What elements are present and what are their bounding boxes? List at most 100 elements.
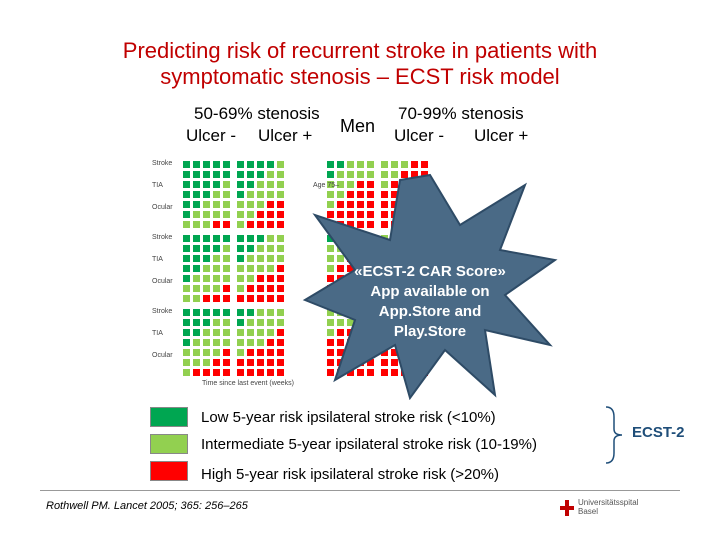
heatmap-cell <box>212 294 221 303</box>
heatmap-cell <box>276 308 285 317</box>
heatmap-cell <box>356 170 365 179</box>
heatmap-cell <box>222 264 231 273</box>
heatmap-cell <box>266 244 275 253</box>
heatmap-cell <box>256 368 265 377</box>
heatmap-cell <box>202 220 211 229</box>
header-stenosis-70-99: 70-99% stenosis <box>398 104 524 123</box>
heatmap-cell <box>182 244 191 253</box>
heatmap-cell <box>212 328 221 337</box>
heatmap-cell <box>266 368 275 377</box>
heatmap-cell <box>222 294 231 303</box>
heatmap-cell <box>236 358 245 367</box>
heatmap-cell <box>246 318 255 327</box>
heatmap-cell <box>212 264 221 273</box>
heatmap-cell <box>236 200 245 209</box>
heatmap-cell <box>192 348 201 357</box>
footer-divider <box>40 490 680 491</box>
heatmap-cell <box>182 160 191 169</box>
heatmap-cell <box>202 308 211 317</box>
heatmap-cell <box>192 308 201 317</box>
heatmap-cell <box>212 160 221 169</box>
heatmap-cell <box>336 170 345 179</box>
heatmap-cell <box>236 190 245 199</box>
heatmap-cell <box>266 170 275 179</box>
heatmap-cell <box>266 284 275 293</box>
heatmap-cell <box>366 210 375 219</box>
heatmap-cell <box>222 368 231 377</box>
heatmap-cell <box>326 348 335 357</box>
heatmap-cell <box>192 274 201 283</box>
heatmap-cell <box>380 180 389 189</box>
heatmap-cell <box>192 180 201 189</box>
header-stenosis-50-69: 50-69% stenosis <box>194 104 320 123</box>
heatmap-cell <box>182 368 191 377</box>
heatmap-cell <box>182 210 191 219</box>
heatmap-cell <box>256 284 265 293</box>
heatmap-cell <box>246 294 255 303</box>
heatmap-cell <box>212 170 221 179</box>
heatmap-cell <box>266 210 275 219</box>
heatmap-cell <box>202 328 211 337</box>
heatmap-cell <box>182 264 191 273</box>
heatmap-cell <box>236 180 245 189</box>
heatmap-cell <box>256 200 265 209</box>
heatmap-cell <box>182 274 191 283</box>
heatmap-cell <box>276 284 285 293</box>
heatmap-cell <box>276 180 285 189</box>
heatmap-cell <box>236 318 245 327</box>
heatmap-cell <box>346 180 355 189</box>
header-ulcer-pos-2: Ulcer + <box>474 126 529 145</box>
heatmap-cell <box>266 254 275 263</box>
heatmap-cell <box>212 244 221 253</box>
header-ulcer-neg-2: Ulcer - <box>394 126 445 145</box>
heatmap-cell <box>182 200 191 209</box>
ecst-2-label: ECST-2 <box>632 424 685 441</box>
heatmap-cell <box>266 190 275 199</box>
logo-line-2: Basel <box>578 507 599 516</box>
heatmap-cell <box>356 160 365 169</box>
heatmap-cell <box>256 358 265 367</box>
heatmap-cell <box>202 264 211 273</box>
heatmap-cell <box>336 210 345 219</box>
heatmap-cell <box>326 264 335 273</box>
heatmap-cell <box>266 234 275 243</box>
heatmap-cell <box>202 338 211 347</box>
heatmap-cell <box>326 200 335 209</box>
heatmap-cell <box>192 220 201 229</box>
heatmap-cell <box>256 264 265 273</box>
heatmap-cell <box>276 234 285 243</box>
heatmap-cell <box>266 358 275 367</box>
heatmap-cell <box>246 264 255 273</box>
heatmap-cell <box>266 338 275 347</box>
heatmap-cell <box>336 254 345 263</box>
heatmap-cell <box>336 190 345 199</box>
legend-swatch-intermediate <box>150 434 188 454</box>
heatmap-cell <box>276 274 285 283</box>
heatmap-cell <box>380 200 389 209</box>
heatmap-cell <box>222 210 231 219</box>
heatmap-cell <box>192 264 201 273</box>
heatmap-cell <box>182 318 191 327</box>
heatmap-cell <box>356 368 365 377</box>
heatmap-cell <box>246 210 255 219</box>
heatmap-cell <box>390 368 399 377</box>
heatmap-cell <box>192 318 201 327</box>
heatmap-cell <box>236 368 245 377</box>
badge-line-4: Play.Store <box>393 323 467 340</box>
heatmap-cell <box>336 338 345 347</box>
heatmap-cell <box>212 274 221 283</box>
heatmap-cell <box>266 220 275 229</box>
heatmap-cell <box>266 318 275 327</box>
heatmap-cell <box>222 234 231 243</box>
heatmap-cell <box>256 234 265 243</box>
heatmap-cell <box>256 348 265 357</box>
heatmap-cell <box>256 274 265 283</box>
heatmap-cell <box>276 368 285 377</box>
heatmap-cell <box>222 160 231 169</box>
heatmap-cell <box>192 200 201 209</box>
heatmap-cell <box>202 190 211 199</box>
heatmap-cell <box>212 368 221 377</box>
page-title: Predicting risk of recurrent stroke in p… <box>0 38 720 90</box>
heatmap-cell <box>212 210 221 219</box>
heatmap-cell <box>212 348 221 357</box>
